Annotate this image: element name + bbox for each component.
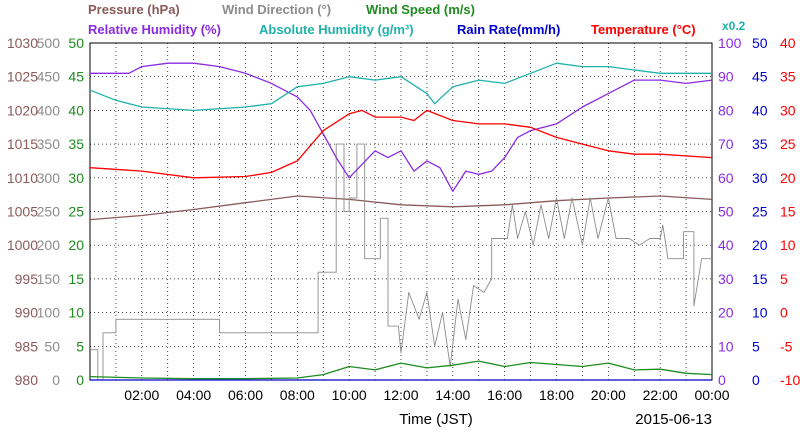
y-tick-label-wind_dir: 200 bbox=[37, 237, 61, 253]
y-tick-label-wind_dir: 350 bbox=[37, 136, 61, 152]
y-tick-label-wind_speed: 15 bbox=[68, 271, 84, 287]
y-tick-label-rain: 35 bbox=[752, 136, 768, 152]
x-tick-label: 04:00 bbox=[176, 387, 211, 403]
y-tick-label-temperature: 10 bbox=[780, 237, 796, 253]
y-tick-label-wind_speed: 0 bbox=[76, 372, 84, 388]
y-tick-label-temperature: 30 bbox=[780, 102, 796, 118]
y-tick-label-humidity: 40 bbox=[718, 237, 734, 253]
legend-pressure: Pressure (hPa) bbox=[88, 2, 180, 17]
x-tick-label: 06:00 bbox=[228, 387, 263, 403]
x-tick-label: 12:00 bbox=[383, 387, 418, 403]
y-tick-label-wind_dir: 400 bbox=[37, 102, 61, 118]
y-tick-label-pressure: 980 bbox=[15, 372, 39, 388]
y-tick-label-pressure: 1025 bbox=[7, 69, 38, 85]
x-tick-label: 18:00 bbox=[539, 387, 574, 403]
y-tick-label-pressure: 985 bbox=[15, 338, 39, 354]
y-tick-label-pressure: 995 bbox=[15, 271, 39, 287]
y-tick-label-wind_speed: 35 bbox=[68, 136, 84, 152]
legend-rain-rate: Rain Rate(mm/h) bbox=[457, 22, 560, 37]
abs-humidity-scale: x0.2 bbox=[722, 19, 746, 33]
y-tick-label-pressure: 1010 bbox=[7, 170, 38, 186]
y-tick-label-temperature: -5 bbox=[780, 338, 793, 354]
series-layer bbox=[89, 62, 713, 381]
y-tick-label-rain: 0 bbox=[752, 372, 760, 388]
y-tick-label-rain: 20 bbox=[752, 237, 768, 253]
y-tick-label-wind_dir: 150 bbox=[37, 271, 61, 287]
x-tick-label: 22:00 bbox=[643, 387, 678, 403]
y-tick-label-wind_speed: 50 bbox=[68, 35, 84, 51]
y-tick-label-wind_dir: 500 bbox=[37, 35, 61, 51]
y-tick-label-humidity: 80 bbox=[718, 102, 734, 118]
y-tick-label-humidity: 60 bbox=[718, 170, 734, 186]
y-tick-label-temperature: 0 bbox=[780, 305, 788, 321]
y-tick-label-wind_speed: 10 bbox=[68, 305, 84, 321]
series-line-absolute-humidity-g-m bbox=[89, 62, 712, 112]
y-tick-label-wind_speed: 40 bbox=[68, 102, 84, 118]
x-tick-label: 08:00 bbox=[280, 387, 315, 403]
x-tick-label: 16:00 bbox=[487, 387, 522, 403]
y-tick-label-humidity: 10 bbox=[718, 338, 734, 354]
y-tick-label-temperature: 35 bbox=[780, 69, 796, 85]
series-line-wind-direction bbox=[90, 143, 712, 381]
date-label: 2015-06-13 bbox=[635, 411, 712, 428]
y-tick-label-temperature: 40 bbox=[780, 35, 796, 51]
axis-layer: 1030102510201015101010051000995990985980… bbox=[7, 35, 800, 403]
legend-temperature: Temperature (°C) bbox=[591, 22, 696, 37]
y-tick-label-wind_dir: 250 bbox=[37, 204, 61, 220]
y-tick-label-pressure: 990 bbox=[15, 305, 39, 321]
y-tick-label-pressure: 1015 bbox=[7, 136, 38, 152]
y-tick-label-rain: 5 bbox=[752, 338, 760, 354]
y-tick-label-rain: 15 bbox=[752, 271, 768, 287]
x-tick-label: 20:00 bbox=[591, 387, 626, 403]
y-tick-label-temperature: 25 bbox=[780, 136, 796, 152]
y-tick-label-wind_speed: 5 bbox=[76, 338, 84, 354]
y-tick-label-temperature: -10 bbox=[780, 372, 800, 388]
series-line-temperature-c bbox=[89, 109, 713, 179]
y-tick-label-humidity: 20 bbox=[718, 305, 734, 321]
y-tick-label-wind_dir: 450 bbox=[37, 69, 61, 85]
y-tick-label-wind_speed: 20 bbox=[68, 237, 84, 253]
x-tick-label: 10:00 bbox=[332, 387, 367, 403]
series-line-relative-humidity bbox=[90, 62, 713, 192]
legend-relative-humidity: Relative Humidity (%) bbox=[88, 22, 221, 37]
legend-wind-direction: Wind Direction (°) bbox=[222, 2, 331, 17]
y-tick-label-temperature: 5 bbox=[780, 271, 788, 287]
y-tick-label-humidity: 90 bbox=[718, 69, 734, 85]
y-tick-label-temperature: 15 bbox=[780, 204, 796, 220]
legend-absolute-humidity: Absolute Humidity (g/m³) bbox=[259, 22, 414, 37]
x-tick-label: 14:00 bbox=[435, 387, 470, 403]
x-tick-label: 00:00 bbox=[694, 387, 729, 403]
y-tick-label-wind_speed: 25 bbox=[68, 204, 84, 220]
y-tick-label-humidity: 30 bbox=[718, 271, 734, 287]
y-tick-label-rain: 10 bbox=[752, 305, 768, 321]
grid-layer bbox=[90, 43, 712, 380]
x-axis-label: Time (JST) bbox=[399, 411, 473, 428]
y-tick-label-wind_dir: 300 bbox=[37, 170, 61, 186]
y-tick-label-humidity: 0 bbox=[718, 372, 726, 388]
y-tick-label-pressure: 1005 bbox=[7, 204, 38, 220]
y-tick-label-humidity: 100 bbox=[718, 35, 742, 51]
y-tick-label-rain: 50 bbox=[752, 35, 768, 51]
legend-wind-speed: Wind Speed (m/s) bbox=[366, 2, 475, 17]
y-tick-label-rain: 45 bbox=[752, 69, 768, 85]
y-tick-label-rain: 25 bbox=[752, 204, 768, 220]
y-tick-label-rain: 30 bbox=[752, 170, 768, 186]
x-tick-label: 02:00 bbox=[124, 387, 159, 403]
y-tick-label-wind_dir: 100 bbox=[37, 305, 61, 321]
y-tick-label-temperature: 20 bbox=[780, 170, 796, 186]
y-tick-label-rain: 40 bbox=[752, 102, 768, 118]
y-tick-label-wind_dir: 50 bbox=[44, 338, 60, 354]
y-tick-label-humidity: 70 bbox=[718, 136, 734, 152]
y-tick-label-humidity: 50 bbox=[718, 204, 734, 220]
y-tick-label-wind_speed: 45 bbox=[68, 69, 84, 85]
y-tick-label-wind_speed: 30 bbox=[68, 170, 84, 186]
y-tick-label-wind_dir: 0 bbox=[52, 372, 60, 388]
series-line-wind-speed-m-s bbox=[89, 360, 713, 380]
y-tick-label-pressure: 1000 bbox=[7, 237, 38, 253]
y-tick-label-pressure: 1030 bbox=[7, 35, 38, 51]
y-tick-label-pressure: 1020 bbox=[7, 102, 38, 118]
